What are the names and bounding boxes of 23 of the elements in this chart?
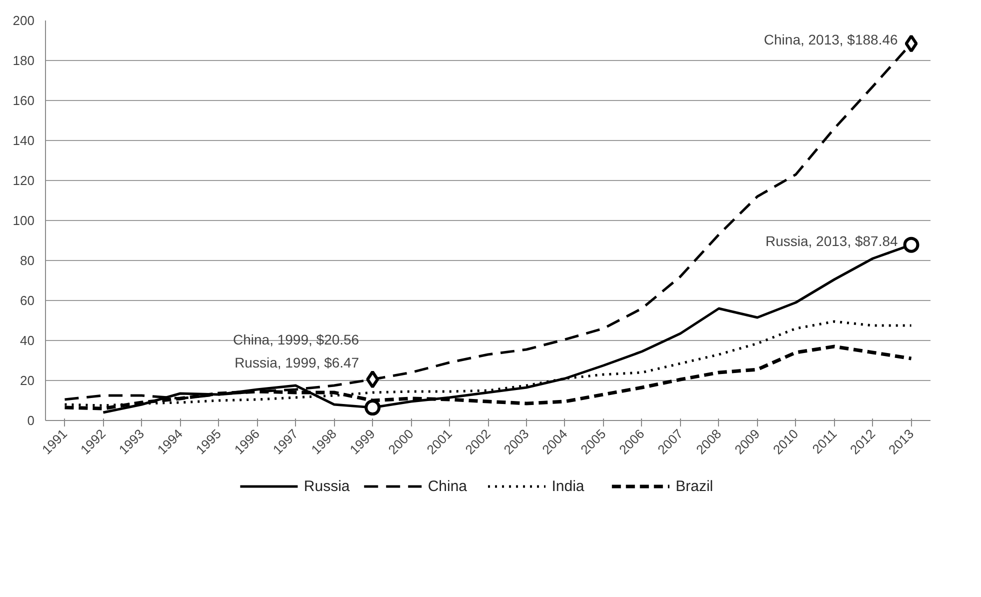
- y-tick-label: 0: [27, 413, 35, 428]
- legend-label: Russia: [304, 478, 350, 495]
- legend-label: Brazil: [676, 478, 714, 495]
- y-tick-label: 100: [12, 213, 35, 228]
- legend-label: India: [552, 478, 585, 495]
- legend-label: China: [428, 478, 468, 495]
- annotation: Russia, 1999, $6.47: [234, 354, 360, 371]
- y-tick-label: 140: [12, 133, 35, 148]
- annotation: China, 1999, $20.56: [232, 331, 360, 348]
- y-tick-label: 20: [20, 373, 35, 388]
- y-tick-label: 80: [20, 253, 35, 268]
- point: [904, 34, 918, 53]
- point: [903, 236, 920, 253]
- point: [366, 370, 380, 388]
- annotation: China, 2013, $188.46: [764, 32, 898, 48]
- y-tick-label: 160: [12, 93, 35, 108]
- annotation: Russia, 2013, $87.84: [765, 232, 898, 249]
- y-tick-label: 180: [12, 53, 35, 68]
- point: [364, 400, 381, 416]
- y-tick-label: 40: [20, 333, 35, 348]
- y-tick-label: 60: [20, 293, 35, 308]
- y-tick-label: 200: [12, 13, 35, 28]
- y-tick-label: 120: [12, 173, 35, 188]
